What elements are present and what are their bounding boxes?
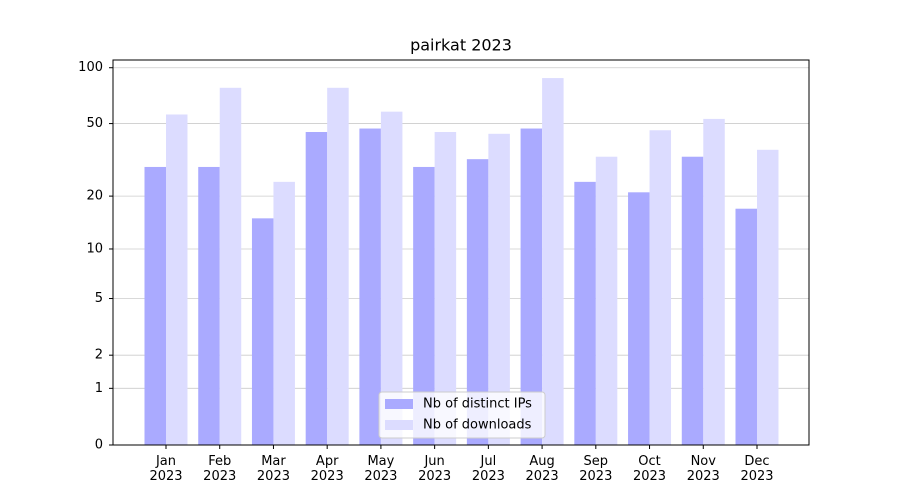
x-tick-line: 2023 <box>687 469 720 484</box>
x-tick-line: 2023 <box>579 469 612 484</box>
x-tick-line: Nov <box>691 454 717 469</box>
x-tick-label: Dec 2023 <box>740 454 773 484</box>
y-tick-label: 10 <box>86 241 103 256</box>
bar <box>359 128 381 445</box>
x-tick-line: 2023 <box>472 469 505 484</box>
x-tick-line: Jan <box>155 454 176 469</box>
bar <box>735 208 757 445</box>
bar <box>488 133 510 445</box>
bar <box>681 156 704 446</box>
y-tick-label: 0 <box>95 438 103 453</box>
x-tick-line: May <box>367 454 394 469</box>
x-tick-line: Dec <box>744 454 769 469</box>
x-tick-label: Mar 2023 <box>257 454 290 484</box>
bar <box>520 128 543 445</box>
x-tick-label: Jul 2023 <box>472 454 505 484</box>
bar <box>198 166 220 445</box>
legend-swatch <box>385 399 413 409</box>
x-tick-label: May 2023 <box>364 454 397 484</box>
x-tick-label: Apr 2023 <box>311 454 344 484</box>
plot-frame <box>112 59 810 446</box>
bar <box>542 78 564 446</box>
x-tick-label: Feb 2023 <box>203 454 236 484</box>
legend-swatch <box>385 420 413 430</box>
bar <box>380 111 403 445</box>
x-tick-line: 2023 <box>149 469 182 484</box>
x-tick-line: Sep <box>584 454 609 469</box>
x-tick-line: 2023 <box>364 469 397 484</box>
x-tick-line: Jun <box>423 454 444 469</box>
chart-title: pairkat 2023 <box>410 36 512 55</box>
x-tick-label: Jun 2023 <box>418 454 451 484</box>
bar <box>166 114 188 445</box>
bar <box>574 181 596 446</box>
x-tick-label: Jan 2023 <box>149 454 182 484</box>
y-tick-label: 2 <box>95 348 103 363</box>
bar <box>628 192 650 445</box>
bar <box>757 149 779 445</box>
x-tick-line: Feb <box>208 454 231 469</box>
y-tick-label: 100 <box>78 60 103 75</box>
bar <box>219 87 242 445</box>
x-tick-line: 2023 <box>526 469 559 484</box>
legend-box <box>378 391 546 439</box>
bar <box>595 156 618 446</box>
bar <box>434 132 457 445</box>
bar <box>649 130 672 445</box>
x-tick-line: 2023 <box>740 469 773 484</box>
x-tick-label: Sep 2023 <box>579 454 612 484</box>
x-tick-label: Nov 2023 <box>687 454 720 484</box>
x-tick-line: Oct <box>638 454 660 469</box>
bar <box>251 218 274 445</box>
bar <box>273 181 295 446</box>
y-tick-label: 5 <box>95 291 103 306</box>
bar <box>305 132 328 445</box>
bar <box>466 159 489 445</box>
bar <box>144 166 166 445</box>
x-tick-line: 2023 <box>418 469 451 484</box>
y-tick-label: 1 <box>95 381 103 396</box>
bar <box>327 87 349 445</box>
x-tick-line: 2023 <box>203 469 236 484</box>
legend-label: Nb of downloads <box>423 418 532 433</box>
y-tick-label: 20 <box>86 189 103 204</box>
x-tick-line: Mar <box>261 454 286 469</box>
x-tick-line: 2023 <box>633 469 666 484</box>
y-tick-label: 50 <box>86 116 103 131</box>
x-tick-line: Apr <box>316 454 339 469</box>
bar <box>703 118 725 445</box>
x-tick-line: 2023 <box>311 469 344 484</box>
legend-label: Nb of distinct IPs <box>423 397 532 412</box>
x-tick-label: Oct 2023 <box>633 454 666 484</box>
x-tick-line: Jul <box>480 454 497 469</box>
x-tick-line: 2023 <box>257 469 290 484</box>
x-tick-label: Aug 2023 <box>526 454 559 484</box>
x-tick-line: Aug <box>529 454 554 469</box>
bar <box>413 166 435 445</box>
